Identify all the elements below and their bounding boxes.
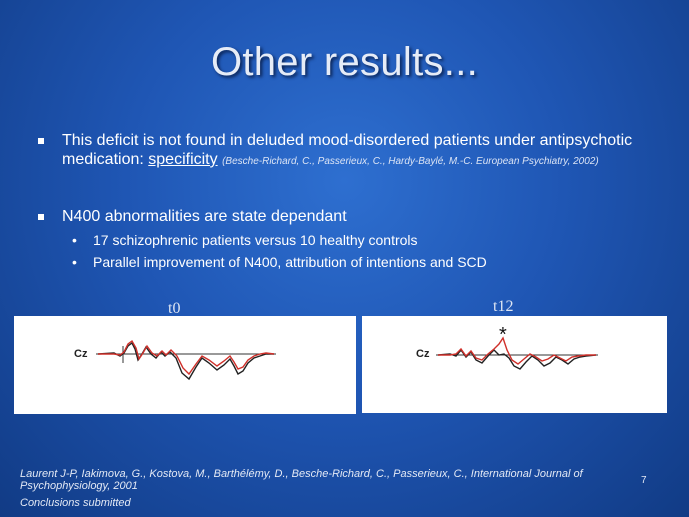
electrode-label: Cz <box>416 348 430 360</box>
dot-bullet-icon: • <box>72 254 77 270</box>
bullet-text: N400 abnormalities are state dependant <box>62 208 347 225</box>
sub-bullet-text: Parallel improvement of N400, attributio… <box>93 254 487 270</box>
slide-title: Other results... <box>210 40 479 84</box>
trace-controls <box>437 348 597 370</box>
bullet-specificity: This deficit is not found in deluded moo… <box>38 131 638 171</box>
electrode-label: Cz <box>74 348 88 360</box>
sub-bullet-text: 17 schizophrenic patients versus 10 heal… <box>93 232 418 248</box>
bullet-text: This deficit is not found in deluded moo… <box>62 131 638 171</box>
erp-plot-t12: Cz * <box>362 316 667 413</box>
trace-controls <box>97 341 274 381</box>
erp-waveform-t0 <box>96 339 276 381</box>
plot-label-t12: t12 <box>493 298 514 315</box>
page-number: 7 <box>641 475 647 486</box>
bullet-n400: N400 abnormalities are state dependant <box>38 207 638 226</box>
trace-patients <box>438 336 596 365</box>
square-bullet-icon <box>38 214 44 220</box>
erp-waveform-t12 <box>436 336 598 370</box>
dot-bullet-icon: • <box>72 232 77 248</box>
reference-citation: Laurent J-P, Iakimova, G., Kostova, M., … <box>20 468 583 492</box>
sub-bullet-improvement: • Parallel improvement of N400, attribut… <box>72 254 487 270</box>
conclusions-note: Conclusions submitted <box>20 497 131 509</box>
citation: (Besche-Richard, C., Passerieux, C., Har… <box>222 156 599 167</box>
plot-label-t0: t0 <box>168 300 181 317</box>
bullet-text-main: This deficit is not found in deluded moo… <box>62 132 633 168</box>
square-bullet-icon <box>38 138 44 144</box>
erp-plot-t0: Cz <box>14 316 356 414</box>
specificity-link[interactable]: specificity <box>148 151 218 168</box>
trace-patients <box>98 339 275 376</box>
sub-bullet-patients: • 17 schizophrenic patients versus 10 he… <box>72 232 418 248</box>
significance-marker: * <box>499 324 507 346</box>
